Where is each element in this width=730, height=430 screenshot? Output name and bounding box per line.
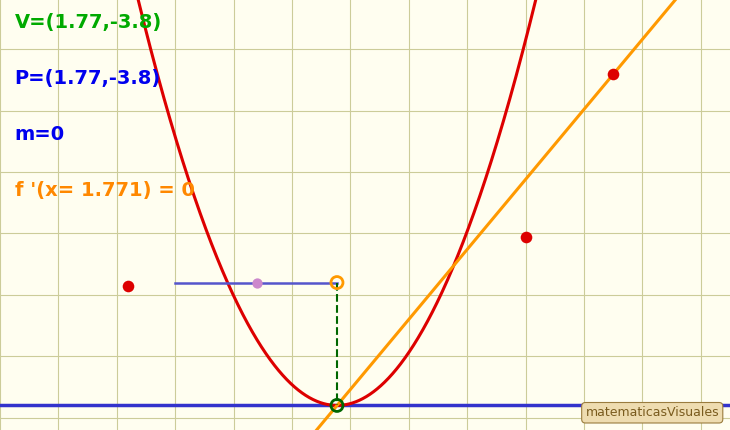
Point bbox=[331, 402, 343, 409]
Text: f '(x= 1.771) = 0: f '(x= 1.771) = 0 bbox=[15, 181, 194, 200]
Text: V=(1.77,-3.8): V=(1.77,-3.8) bbox=[15, 13, 162, 32]
Point bbox=[251, 279, 263, 286]
Point bbox=[123, 282, 134, 289]
Point bbox=[520, 233, 531, 240]
Point bbox=[331, 279, 343, 286]
Text: matematicasVisuales: matematicasVisuales bbox=[585, 406, 719, 419]
Text: P=(1.77,-3.8): P=(1.77,-3.8) bbox=[15, 69, 161, 88]
Text: m=0: m=0 bbox=[15, 125, 65, 144]
Point bbox=[607, 70, 619, 77]
